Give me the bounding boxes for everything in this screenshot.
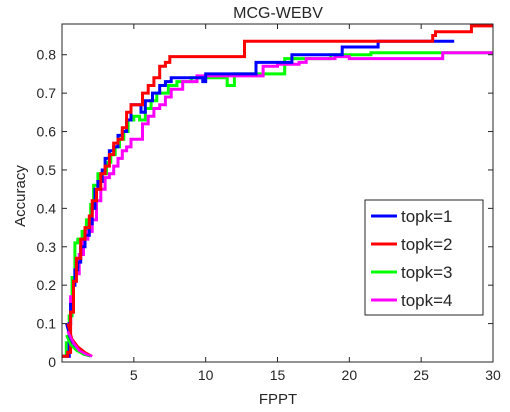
series-lines (62, 24, 493, 358)
y-tick-label: 0.1 (37, 316, 57, 332)
legend-label: topk=2 (401, 235, 453, 254)
legend-label: topk=4 (401, 291, 453, 310)
series-line-topk-2 (62, 24, 493, 358)
legend: topk=1 topk=2 topk=3 topk=4 (364, 199, 484, 316)
x-tick-label: 25 (413, 367, 429, 383)
x-tick-label: 5 (130, 367, 138, 383)
y-tick-label: 0.8 (37, 47, 57, 63)
y-tick-label: 0.3 (37, 239, 57, 255)
chart-title: MCG-WEBV (233, 5, 323, 22)
series-tail-topk-4 (66, 330, 93, 358)
x-tick-label: 30 (485, 367, 501, 383)
y-tick-label: 0.5 (37, 162, 57, 178)
y-tick-label: 0.6 (37, 124, 57, 140)
y-tick-label: 0.4 (37, 200, 57, 216)
ticks: 5 10 15 20 25 30 0 0.1 0.2 0.3 0.4 0.5 0.6 0.7 0.8 (37, 24, 501, 383)
y-tick-label: 0.7 (37, 85, 57, 101)
x-tick-label: 10 (198, 367, 214, 383)
x-axis-label: FPPT (259, 391, 297, 408)
y-tick-label: 0.2 (37, 277, 57, 293)
legend-box (364, 199, 484, 316)
legend-label: topk=1 (401, 207, 453, 226)
legend-label: topk=3 (401, 263, 453, 282)
x-tick-label: 20 (342, 367, 358, 383)
x-tick-label: 15 (270, 367, 286, 383)
y-tick-label: 0 (48, 354, 56, 370)
y-axis-label: Accuracy (12, 165, 29, 227)
